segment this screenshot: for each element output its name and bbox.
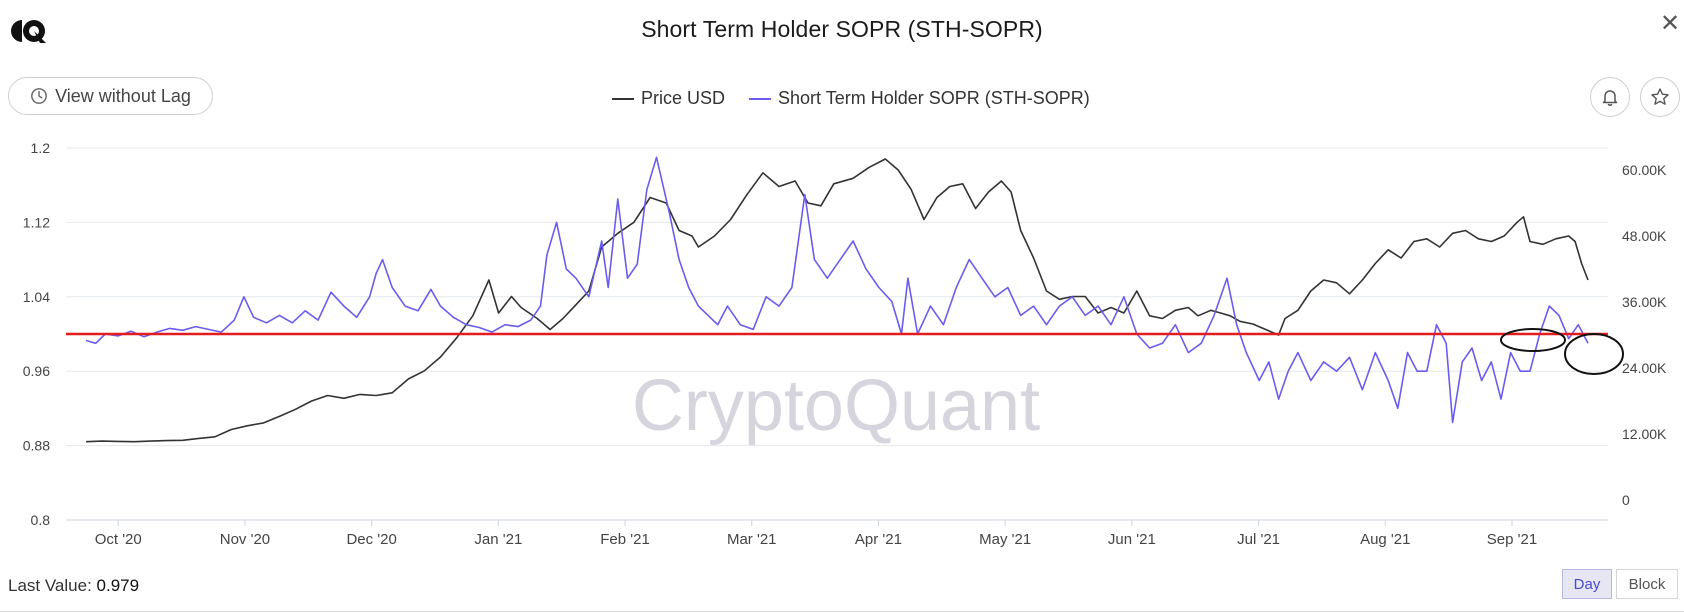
last-value: Last Value: 0.979 — [8, 576, 139, 596]
chart-area: 1.2 1.12 1.04 0.96 0.88 0.8 60.00K 48.00K 36.00K… — [23, 140, 1667, 548]
x-axis-tick-label: Oct '20 — [95, 531, 142, 548]
cryptoquant-logo[interactable] — [8, 16, 48, 46]
day-toggle-button[interactable]: Day — [1562, 569, 1612, 599]
legend-swatch-sopr — [749, 97, 772, 100]
right-axis-tick-label: 60.00K — [1622, 162, 1667, 178]
annotation-ellipse — [1500, 328, 1566, 352]
left-axis-tick-label: 1.12 — [23, 214, 50, 230]
x-axis-tick-label: Sep '21 — [1487, 531, 1537, 548]
legend-item-sopr[interactable]: Short Term Holder SOPR (STH-SOPR) — [749, 88, 1090, 109]
left-axis-tick-label: 0.88 — [23, 438, 50, 454]
x-axis-tick-label: Nov '20 — [220, 531, 270, 548]
left-axis-tick-label: 1.2 — [31, 140, 51, 156]
view-without-lag-button[interactable]: View without Lag — [8, 77, 213, 115]
close-icon[interactable]: ✕ — [1660, 10, 1681, 37]
x-axis-tick-label: Jan '21 — [474, 531, 522, 548]
x-axis-tick-label: Mar '21 — [727, 531, 777, 548]
legend-label-price: Price USD — [641, 88, 726, 108]
right-axis-tick-label: 12.00K — [1622, 426, 1667, 442]
star-icon — [1651, 88, 1669, 105]
x-axis-tick-label: Apr '21 — [855, 531, 902, 548]
last-value-label: Last Value: — [8, 576, 92, 595]
x-axis-tick-label: Dec '20 — [346, 531, 396, 548]
chart-title: Short Term Holder SOPR (STH-SOPR) — [641, 16, 1043, 42]
view-without-lag-label: View without Lag — [55, 85, 191, 106]
right-axis-tick-label: 48.00K — [1622, 228, 1667, 244]
bell-icon — [1602, 90, 1618, 106]
left-axis-tick-label: 0.8 — [31, 512, 51, 528]
favorite-button[interactable] — [1640, 77, 1680, 117]
block-toggle-button[interactable]: Block — [1616, 569, 1678, 599]
x-axis-tick-label: Jun '21 — [1108, 531, 1156, 548]
legend-item-price[interactable]: Price USD — [612, 88, 725, 109]
left-axis-tick-label: 1.04 — [23, 289, 50, 305]
legend-label-sopr: Short Term Holder SOPR (STH-SOPR) — [778, 88, 1090, 108]
legend-swatch-price — [612, 97, 634, 100]
right-axis-tick-label: 24.00K — [1622, 360, 1667, 376]
right-axis-tick-label: 36.00K — [1622, 294, 1667, 310]
annotation-ellipse — [1564, 333, 1624, 375]
last-value-number: 0.979 — [96, 576, 140, 595]
x-axis-tick-label: Jul '21 — [1237, 531, 1280, 548]
x-axis-tick-label: Feb '21 — [600, 531, 650, 548]
right-axis-tick-label: 0 — [1622, 492, 1630, 508]
left-axis-tick-label: 0.96 — [23, 363, 50, 379]
price-usd-line — [85, 158, 1589, 443]
clock-icon — [31, 88, 48, 104]
sth-sopr-line — [85, 156, 1589, 424]
x-axis-tick-label: Aug '21 — [1360, 531, 1410, 548]
x-axis-tick-label: May '21 — [979, 531, 1031, 548]
alert-button[interactable] — [1590, 77, 1630, 117]
watermark-text: CryptoQuant — [632, 366, 1040, 446]
chart-legend: Price USD Short Term Holder SOPR (STH-SO… — [612, 88, 1090, 109]
